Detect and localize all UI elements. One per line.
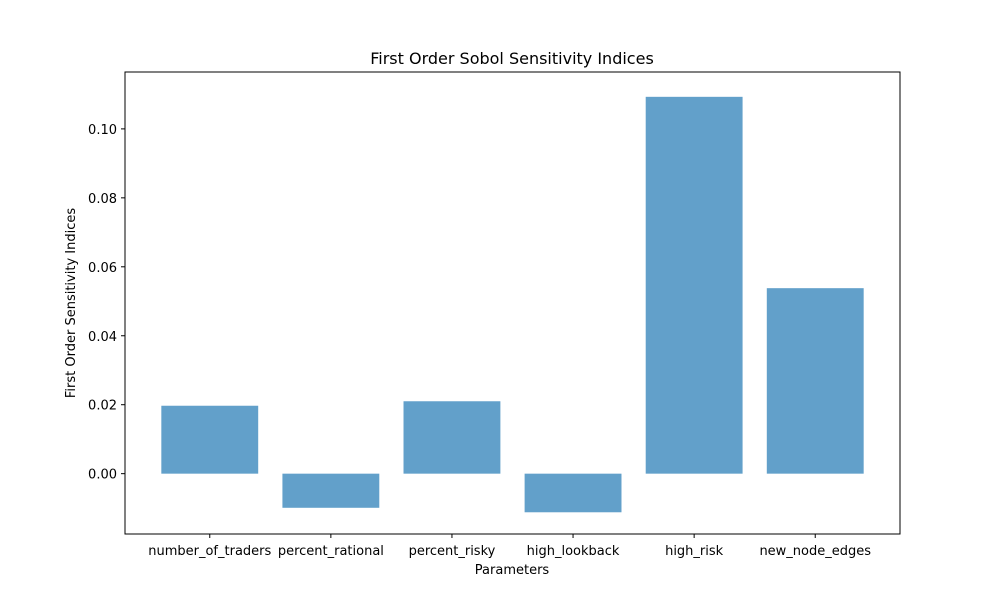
bar-percent-rational: [282, 473, 380, 508]
bar-high-lookback: [524, 473, 622, 513]
y-tick-label: 0.08: [88, 192, 117, 207]
bar-high-risk: [645, 96, 743, 474]
x-tick-label: percent_risky: [409, 544, 496, 559]
x-tick-label: high_lookback: [527, 544, 620, 559]
y-tick-label: 0.06: [88, 261, 117, 276]
bar-new-node-edges: [766, 288, 864, 474]
x-tick-label: number_of_traders: [148, 544, 271, 559]
x-tick-label: high_risk: [665, 544, 724, 559]
y-tick-label: 0.10: [88, 123, 117, 138]
x-axis-label: Parameters: [475, 563, 550, 578]
bar-number-of-traders: [161, 405, 259, 474]
x-tick-label: new_node_edges: [759, 544, 871, 559]
y-axis-label: First Order Sensitivity Indices: [64, 208, 79, 398]
chart-title: First Order Sobol Sensitivity Indices: [370, 49, 654, 68]
x-axis-ticks: number_of_traders percent_rational percent…: [148, 534, 871, 559]
x-tick-label: percent_rational: [278, 544, 384, 559]
bar-percent-risky: [403, 401, 501, 474]
y-tick-label: 0.00: [88, 468, 117, 483]
axes-frame: [124, 71, 901, 535]
y-axis-ticks: 0.00 0.02 0.04 0.06 0.08 0.10: [88, 123, 125, 483]
bars-group: [161, 96, 864, 513]
y-tick-label: 0.02: [88, 399, 117, 414]
y-tick-label: 0.04: [88, 330, 117, 345]
